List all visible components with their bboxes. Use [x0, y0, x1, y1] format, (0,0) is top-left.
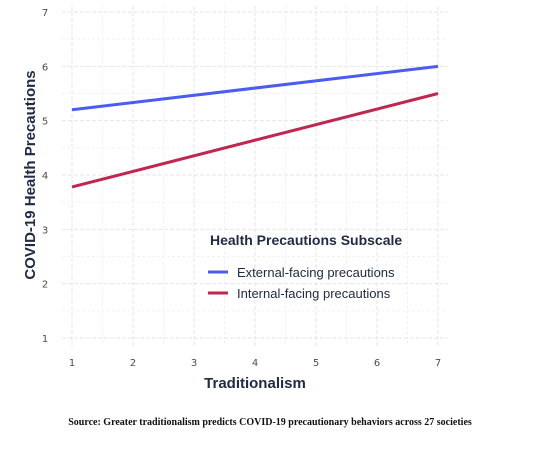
x-tick-label: 2 — [130, 358, 136, 369]
grid — [62, 6, 448, 346]
y-tick-label: 3 — [42, 225, 48, 236]
x-tick-label: 6 — [374, 358, 380, 369]
y-axis-label: COVID-19 Health Precautions — [22, 70, 39, 279]
y-tick-label: 2 — [42, 280, 48, 291]
x-tick-label: 1 — [69, 358, 75, 369]
legend: Health Precautions Subscale External-fac… — [208, 232, 402, 301]
x-tick-label: 3 — [191, 358, 197, 369]
y-tick-label: 1 — [42, 334, 48, 345]
x-tick-labels: 1 2 3 4 5 6 7 — [69, 358, 441, 369]
series-line-2 — [71, 92, 439, 189]
series-line-1 — [71, 64, 439, 112]
line-chart: 1 2 3 4 5 6 7 1 2 3 4 5 6 7 Traditionalism COVID-19 … — [22, 6, 448, 392]
legend-label: External-facing precautions — [237, 265, 395, 280]
x-tick-label: 7 — [435, 358, 441, 369]
legend-label: Internal-facing precautions — [237, 286, 391, 301]
y-tick-labels: 1 2 3 4 5 6 7 — [42, 8, 48, 345]
legend-title: Health Precautions Subscale — [210, 232, 402, 248]
series-lines — [71, 64, 439, 189]
figure-caption: Source: Greater traditionalism predicts … — [68, 417, 472, 428]
x-axis-label: Traditionalism — [204, 375, 306, 392]
y-tick-label: 7 — [42, 8, 48, 19]
y-tick-label: 5 — [42, 117, 48, 128]
x-tick-label: 4 — [252, 358, 258, 369]
y-tick-label: 4 — [42, 171, 48, 182]
y-tick-label: 6 — [42, 62, 48, 73]
x-tick-label: 5 — [313, 358, 319, 369]
